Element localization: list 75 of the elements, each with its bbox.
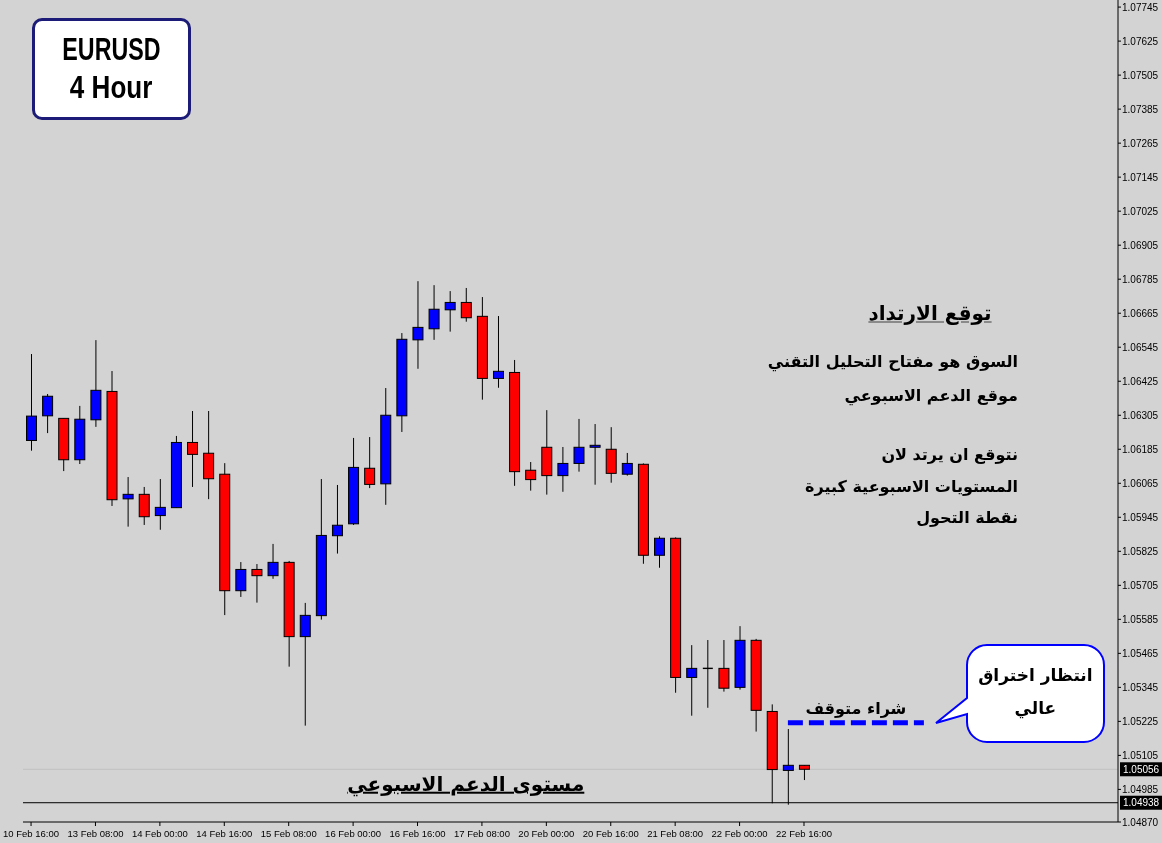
text: EURUSD <box>62 32 161 67</box>
y-tick-label: 1.04985 <box>1122 783 1159 795</box>
y-tick-label: 1.07025 <box>1122 205 1159 217</box>
candlestick <box>251 563 263 604</box>
ref-line-label: شراء متوقف <box>805 698 907 718</box>
candlestick <box>42 393 54 434</box>
x-tick-label: 22 Feb 00:00 <box>711 828 768 839</box>
text: 4 Hour <box>70 70 153 105</box>
y-tick-label: 1.06785 <box>1122 273 1159 285</box>
candlestick <box>557 446 569 493</box>
y-tick-label: 1.04938 <box>1123 797 1160 809</box>
annotation: نقطة التحول <box>916 507 1018 529</box>
annotation: توقع الارتداد <box>868 301 992 325</box>
y-tick-label: 1.04870 <box>1122 816 1159 828</box>
y-tick-label: 1.05705 <box>1122 579 1159 591</box>
y-tick-label: 1.06065 <box>1122 477 1159 489</box>
candlestick <box>686 644 698 717</box>
candlestick <box>235 561 247 598</box>
annotation: المستويات الاسبوعية كبيرة <box>805 476 1018 498</box>
x-tick-label: 16 Feb 00:00 <box>325 828 382 839</box>
candlestick <box>138 486 150 526</box>
y-tick-label: 1.05945 <box>1122 511 1159 523</box>
y-tick-label: 1.05225 <box>1122 715 1159 727</box>
annotation: موقع الدعم الاسبوعي <box>844 385 1018 407</box>
annotation: انتظار اختراق عالي <box>977 663 1094 721</box>
candlestick <box>364 436 376 489</box>
candlestick <box>122 476 134 528</box>
candlestick <box>444 290 456 333</box>
x-tick-label: 16 Feb 16:00 <box>389 828 446 839</box>
y-tick-label: 1.06425 <box>1122 375 1159 387</box>
candlestick <box>299 602 311 727</box>
candlestick <box>154 478 166 531</box>
y-tick-label: 1.05345 <box>1122 681 1159 693</box>
candlestick <box>412 280 424 370</box>
y-tick-label: 1.05105 <box>1122 749 1159 761</box>
candlestick <box>525 461 537 492</box>
x-tick-label: 17 Feb 08:00 <box>453 828 510 839</box>
candlestick <box>718 639 730 693</box>
y-tick-label: 1.07385 <box>1122 103 1159 115</box>
candlestick <box>492 315 504 389</box>
x-tick-label: 22 Feb 16:00 <box>775 828 832 839</box>
candlestick <box>267 543 279 580</box>
candlestick <box>428 284 440 341</box>
y-tick-label: 1.07505 <box>1122 69 1159 81</box>
y-tick-label: 1.07265 <box>1122 137 1159 149</box>
candlestick <box>573 418 585 473</box>
y-tick-label: 1.05465 <box>1122 647 1159 659</box>
x-tick-label: 14 Feb 16:00 <box>196 828 253 839</box>
x-tick-label: 10 Feb 16:00 <box>3 828 60 839</box>
y-tick-label: 1.05825 <box>1122 545 1159 557</box>
y-tick-label: 1.06185 <box>1122 443 1159 455</box>
x-tick-label: 15 Feb 08:00 <box>260 828 317 839</box>
y-tick-label: 1.07745 <box>1122 1 1159 13</box>
candlestick <box>621 452 633 477</box>
x-tick-label: 21 Feb 08:00 <box>647 828 704 839</box>
x-tick-label: 13 Feb 08:00 <box>67 828 124 839</box>
annotation: نتوقع ان يرتد لان <box>881 444 1018 466</box>
candlestick <box>331 484 343 555</box>
x-tick-label: 20 Feb 16:00 <box>582 828 639 839</box>
x-tick-label: 20 Feb 00:00 <box>518 828 575 839</box>
x-tick-label: 14 Feb 00:00 <box>131 828 188 839</box>
y-tick-label: 1.06665 <box>1122 307 1159 319</box>
y-tick-label: 1.07625 <box>1122 35 1159 47</box>
y-tick-label: 1.05056 <box>1123 763 1160 775</box>
candlestick <box>187 410 199 488</box>
y-tick-label: 1.06305 <box>1122 409 1159 421</box>
candlestick <box>460 287 472 323</box>
y-tick-label: 1.07145 <box>1122 171 1159 183</box>
annotation: السوق هو مفتاح التحليل التقني <box>767 351 1018 373</box>
ref-line-label: مستوى الدعم الاسبوعي <box>347 771 585 797</box>
candlestick <box>589 423 601 486</box>
y-tick-label: 1.06905 <box>1122 239 1159 251</box>
y-tick-label: 1.05585 <box>1122 613 1159 625</box>
candlestick <box>654 535 666 569</box>
y-tick-label: 1.06545 <box>1122 341 1159 353</box>
